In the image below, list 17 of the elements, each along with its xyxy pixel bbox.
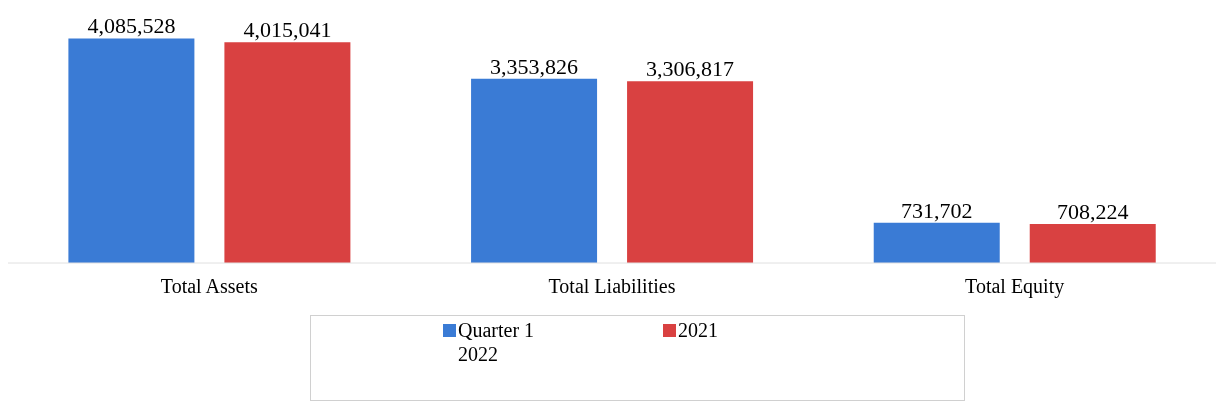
legend-label: Quarter 1 2022 (458, 318, 536, 366)
bar (1029, 224, 1156, 263)
bar (68, 38, 195, 263)
data-label: 3,306,817 (646, 56, 735, 82)
data-label: 4,015,041 (243, 17, 332, 43)
legend-label: 2021 (678, 318, 719, 342)
data-label: 3,353,826 (490, 53, 579, 79)
data-label: 4,085,528 (87, 13, 176, 39)
x-tick-label: Total Liabilities (548, 275, 676, 298)
x-tick-label: Total Equity (965, 275, 1065, 299)
bar (873, 222, 1000, 263)
x-tick-label: Total Assets (160, 275, 259, 298)
bar (471, 78, 598, 263)
bar (627, 81, 754, 263)
bar (224, 42, 351, 263)
data-label: 731,702 (900, 197, 973, 223)
data-label: 708,224 (1056, 199, 1129, 225)
